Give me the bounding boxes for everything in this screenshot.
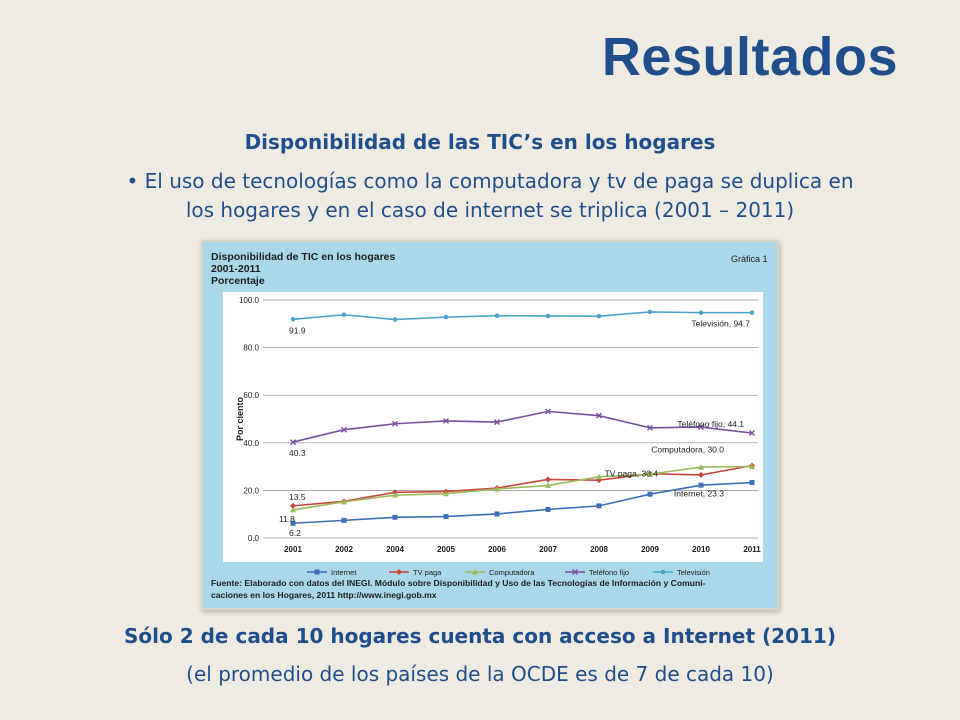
data-point: [699, 310, 704, 315]
conclusion-text: Sólo 2 de cada 10 hogares cuenta con acc…: [0, 624, 960, 648]
x-tick-label: 2006: [488, 545, 506, 554]
figure-label: Gráfica 1: [731, 254, 768, 264]
slide-title: Resultados: [602, 26, 898, 88]
legend-label: Televisión: [677, 568, 710, 577]
x-tick-label: 2008: [590, 545, 608, 554]
x-tick-label: 2001: [284, 545, 302, 554]
source-text: caciones en los Hogares, 2011 http://www…: [211, 590, 437, 600]
data-point: [495, 313, 500, 318]
y-tick-label: 60.0: [243, 391, 259, 400]
oecd-note: (el promedio de los países de la OCDE es…: [0, 662, 960, 686]
data-label: 11.8: [279, 514, 295, 524]
x-tick-label: 2011: [743, 545, 761, 554]
legend-label: Internet: [331, 568, 357, 577]
x-tick-label: 2004: [386, 545, 404, 554]
data-point: [750, 310, 755, 315]
x-tick-label: 2009: [641, 545, 659, 554]
data-point: [699, 483, 704, 488]
data-point: [396, 569, 402, 575]
data-point: [648, 310, 653, 315]
x-tick-label: 2005: [437, 545, 455, 554]
x-tick-label: 2007: [539, 545, 557, 554]
data-point: [597, 503, 602, 508]
data-label: 13.5: [289, 492, 306, 502]
data-point: [495, 511, 500, 516]
chart-title-line: 2001-2011: [211, 263, 261, 275]
data-point: [597, 314, 602, 319]
y-tick-label: 0.0: [248, 534, 260, 543]
y-tick-label: 20.0: [243, 486, 259, 495]
data-point: [444, 315, 449, 320]
legend-label: Teléfono fijo: [589, 568, 629, 577]
x-tick-label: 2010: [692, 545, 710, 554]
data-point: [342, 518, 347, 523]
y-tick-label: 80.0: [243, 344, 259, 353]
data-label: Computadora, 30.0: [651, 445, 724, 455]
chart-title-line: Porcentaje: [211, 275, 265, 287]
data-label: 6.2: [289, 528, 301, 538]
data-label: Teléfono fijo, 44.1: [677, 419, 744, 429]
data-point: [393, 515, 398, 520]
data-point: [546, 314, 551, 319]
chart-svg: Disponibilidad de TIC en los hogares2001…: [203, 242, 777, 608]
y-axis-label: Por ciento: [235, 396, 245, 441]
chart-figure: Disponibilidad de TIC en los hogares 2001…: [201, 240, 779, 610]
data-point: [315, 570, 320, 575]
data-point: [291, 317, 296, 322]
legend-label: Computadora: [489, 568, 535, 577]
data-point: [661, 570, 666, 575]
y-tick-label: 100.0: [239, 296, 260, 305]
data-point: [444, 514, 449, 519]
data-label: Internet, 23.3: [674, 489, 724, 499]
data-point: [750, 480, 755, 485]
data-label: TV paga, 30.4: [605, 469, 659, 479]
data-label: Televisión, 94.7: [691, 319, 750, 329]
chart-title-line: Disponibilidad de TIC en los hogares: [211, 251, 396, 263]
y-tick-label: 40.0: [243, 439, 259, 448]
data-label: 91.9: [289, 325, 306, 335]
data-point: [648, 492, 653, 497]
data-point: [342, 312, 347, 317]
x-tick-label: 2002: [335, 545, 353, 554]
data-point: [546, 507, 551, 512]
data-label: 40.3: [289, 448, 306, 458]
slide-subtitle: Disponibilidad de las TIC’s en los hogar…: [0, 130, 960, 154]
data-point: [393, 317, 398, 322]
legend-label: TV paga: [413, 568, 442, 577]
source-text: Fuente: Elaborado con datos del INEGI. M…: [211, 578, 706, 588]
bullet-text: • El uso de tecnologías como la computad…: [110, 167, 870, 225]
